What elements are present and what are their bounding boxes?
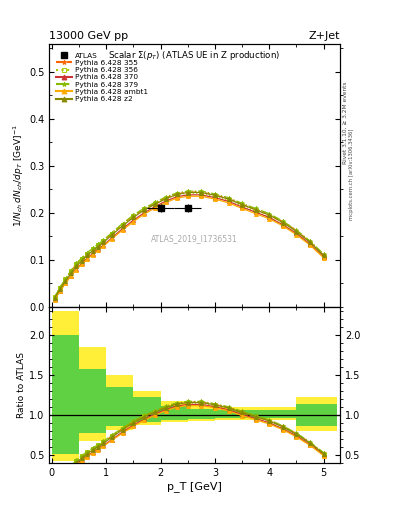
Text: Z+Jet: Z+Jet: [309, 31, 340, 40]
Y-axis label: Ratio to ATLAS: Ratio to ATLAS: [17, 352, 26, 418]
X-axis label: p_T [GeV]: p_T [GeV]: [167, 481, 222, 492]
Text: 13000 GeV pp: 13000 GeV pp: [49, 31, 128, 40]
Text: ATLAS_2019_I1736531: ATLAS_2019_I1736531: [151, 234, 238, 243]
Legend: ATLAS, Pythia 6.428 355, Pythia 6.428 356, Pythia 6.428 370, Pythia 6.428 379, P: ATLAS, Pythia 6.428 355, Pythia 6.428 35…: [54, 51, 149, 103]
Text: mcplots.cern.ch [arXiv:1306.3436]: mcplots.cern.ch [arXiv:1306.3436]: [349, 129, 354, 220]
Text: Rivet 3.1.10, ≥ 3.2M events: Rivet 3.1.10, ≥ 3.2M events: [343, 81, 348, 164]
Y-axis label: $1/N_{ch}\,dN_{ch}/dp_T$ [GeV]$^{-1}$: $1/N_{ch}\,dN_{ch}/dp_T$ [GeV]$^{-1}$: [12, 124, 26, 226]
Text: Scalar $\Sigma(p_T)$ (ATLAS UE in Z production): Scalar $\Sigma(p_T)$ (ATLAS UE in Z prod…: [108, 49, 281, 62]
